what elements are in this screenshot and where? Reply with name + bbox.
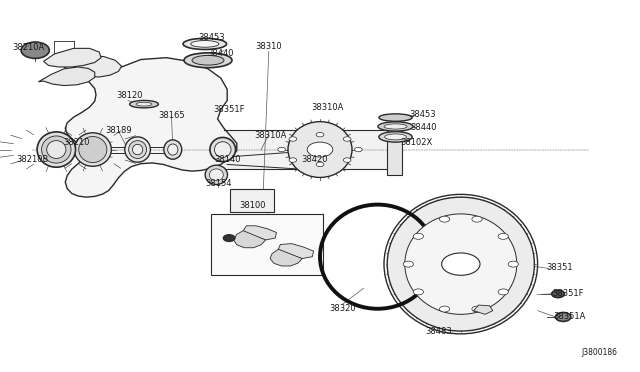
Ellipse shape — [168, 144, 178, 155]
Polygon shape — [474, 305, 493, 314]
Circle shape — [343, 158, 351, 162]
Text: 38320: 38320 — [329, 304, 356, 312]
Circle shape — [472, 216, 482, 222]
Ellipse shape — [191, 41, 219, 47]
Ellipse shape — [379, 132, 412, 142]
Circle shape — [278, 147, 285, 152]
Circle shape — [508, 261, 518, 267]
Ellipse shape — [384, 124, 407, 129]
Text: 38483: 38483 — [425, 327, 452, 336]
Ellipse shape — [183, 38, 227, 49]
Text: 38440: 38440 — [207, 49, 234, 58]
Circle shape — [556, 312, 571, 321]
Ellipse shape — [164, 140, 182, 159]
Text: 38120: 38120 — [116, 92, 143, 100]
Ellipse shape — [129, 141, 147, 158]
Bar — [211, 214, 323, 275]
Ellipse shape — [132, 144, 143, 155]
Circle shape — [403, 261, 413, 267]
Circle shape — [343, 137, 351, 141]
Text: 38351F: 38351F — [213, 105, 245, 114]
Text: 38165: 38165 — [158, 111, 185, 120]
Circle shape — [498, 289, 508, 295]
Circle shape — [289, 137, 297, 141]
Circle shape — [223, 235, 235, 241]
Text: 38351A: 38351A — [554, 312, 586, 321]
Ellipse shape — [288, 122, 352, 177]
Ellipse shape — [184, 53, 232, 68]
Ellipse shape — [136, 102, 152, 106]
Circle shape — [316, 132, 324, 137]
Polygon shape — [234, 231, 266, 248]
Text: 38310A: 38310A — [254, 131, 286, 140]
Ellipse shape — [214, 142, 231, 157]
Ellipse shape — [42, 136, 71, 163]
Ellipse shape — [192, 55, 224, 65]
Text: 38210B: 38210B — [16, 155, 48, 164]
Text: 38310A: 38310A — [312, 103, 344, 112]
Text: 38420: 38420 — [301, 155, 328, 164]
Ellipse shape — [47, 141, 66, 158]
Text: 38189: 38189 — [105, 126, 132, 135]
Text: 38210: 38210 — [63, 138, 90, 147]
Text: J3800186: J3800186 — [582, 348, 618, 357]
Circle shape — [355, 147, 362, 152]
Circle shape — [316, 162, 324, 167]
Polygon shape — [224, 130, 390, 169]
Ellipse shape — [209, 169, 223, 181]
Polygon shape — [278, 244, 314, 259]
Polygon shape — [64, 56, 122, 77]
Circle shape — [472, 306, 482, 312]
Text: 38453: 38453 — [198, 33, 225, 42]
Circle shape — [440, 216, 450, 222]
Polygon shape — [243, 226, 276, 240]
Ellipse shape — [129, 100, 159, 108]
Polygon shape — [270, 249, 302, 266]
Circle shape — [552, 290, 564, 298]
Circle shape — [498, 233, 508, 239]
Ellipse shape — [205, 165, 228, 185]
Ellipse shape — [125, 137, 150, 162]
Ellipse shape — [387, 197, 534, 331]
Circle shape — [440, 306, 450, 312]
Text: 38102X: 38102X — [400, 138, 432, 147]
Text: 38140: 38140 — [214, 155, 241, 164]
Circle shape — [442, 253, 480, 275]
Text: 38310: 38310 — [255, 42, 282, 51]
Text: 38453: 38453 — [409, 110, 436, 119]
Bar — [230, 189, 274, 212]
Ellipse shape — [74, 133, 111, 166]
Text: 38440: 38440 — [410, 123, 437, 132]
Circle shape — [413, 289, 424, 295]
Ellipse shape — [378, 122, 413, 131]
Circle shape — [289, 158, 297, 162]
Text: 38351F: 38351F — [552, 289, 584, 298]
Ellipse shape — [379, 114, 412, 121]
Ellipse shape — [210, 138, 236, 162]
Polygon shape — [38, 67, 95, 86]
Text: 38100: 38100 — [239, 201, 266, 210]
Ellipse shape — [404, 214, 517, 314]
Polygon shape — [44, 48, 101, 67]
Text: 38351: 38351 — [547, 263, 573, 272]
Ellipse shape — [37, 132, 76, 167]
Text: 38210A: 38210A — [12, 43, 44, 52]
Ellipse shape — [385, 134, 406, 140]
Circle shape — [21, 42, 49, 58]
Polygon shape — [65, 58, 237, 197]
Circle shape — [307, 142, 333, 157]
Text: 38154: 38154 — [205, 179, 232, 187]
Ellipse shape — [79, 137, 107, 163]
Circle shape — [413, 233, 424, 239]
Polygon shape — [387, 124, 402, 175]
